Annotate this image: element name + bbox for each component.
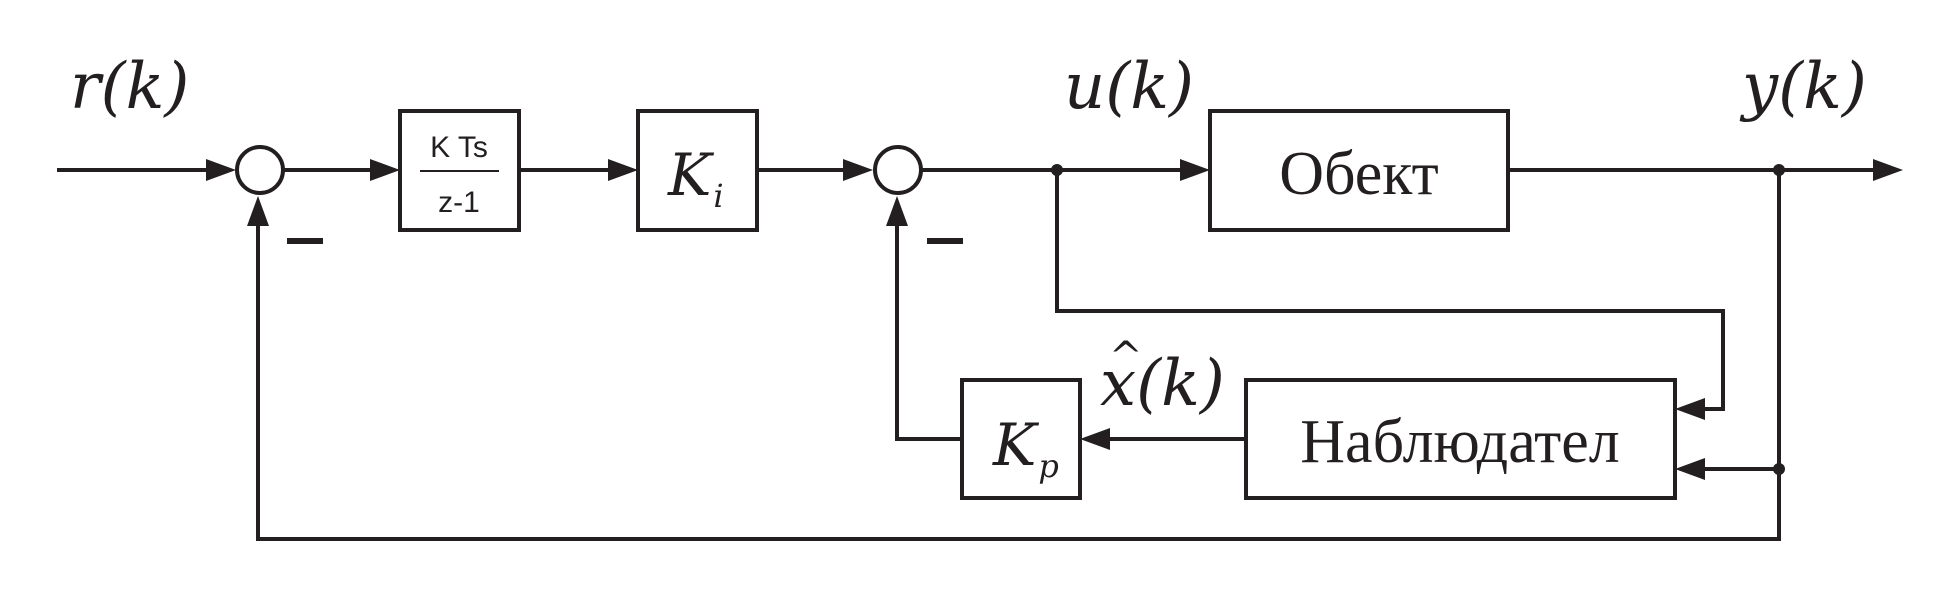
feedback-gain-label: Kp xyxy=(992,411,1059,485)
arrow-u-into-observer xyxy=(1675,398,1705,420)
integrator-block xyxy=(398,109,521,232)
wire-y-to-observer xyxy=(1697,170,1781,471)
arrow-y-into-observer xyxy=(1675,458,1705,480)
arrow-output xyxy=(1873,159,1903,181)
summing-junction-1 xyxy=(235,145,285,195)
minus-sign-1 xyxy=(287,238,323,244)
output-signal-label: y(k) xyxy=(1739,50,1867,124)
summing-junction-2 xyxy=(873,145,923,195)
arrow-into-kp xyxy=(1080,428,1110,450)
observer-label: Наблюдател xyxy=(1300,408,1619,476)
wire-u-to-observer xyxy=(1055,170,1725,411)
arrow-into-integrator xyxy=(370,159,400,181)
arrow-outer-feedback-into-sum1 xyxy=(247,196,269,226)
integrator-denominator: z-1 xyxy=(438,186,480,219)
arrow-into-plant xyxy=(1180,159,1210,181)
plant-block xyxy=(1208,109,1510,232)
minus-sign-2 xyxy=(927,238,963,244)
state-estimate-hat: ^ xyxy=(1109,334,1143,380)
integrator-numerator: K Ts xyxy=(430,131,488,164)
wire-kp-to-sum2 xyxy=(895,218,962,441)
state-estimate-label: x(k) xyxy=(1100,347,1225,421)
wire-outer-feedback xyxy=(256,218,1781,541)
control-signal-label: u(k) xyxy=(1064,50,1194,124)
arrow-into-sum2 xyxy=(843,159,873,181)
arrow-inner-feedback-into-sum2 xyxy=(886,196,908,226)
observer-block xyxy=(1244,378,1677,500)
junction-y-bottom xyxy=(1773,463,1785,475)
arrow-into-ki xyxy=(608,159,638,181)
feedback-gain-block xyxy=(960,378,1082,500)
plant-label: Обект xyxy=(1279,140,1438,208)
junction-y-top xyxy=(1773,164,1785,176)
junction-u xyxy=(1051,164,1063,176)
integral-gain-label: Ki xyxy=(667,141,724,215)
arrow-into-sum1 xyxy=(206,159,236,181)
reference-signal-label: r(k) xyxy=(70,50,189,124)
integral-gain-block xyxy=(636,109,759,232)
